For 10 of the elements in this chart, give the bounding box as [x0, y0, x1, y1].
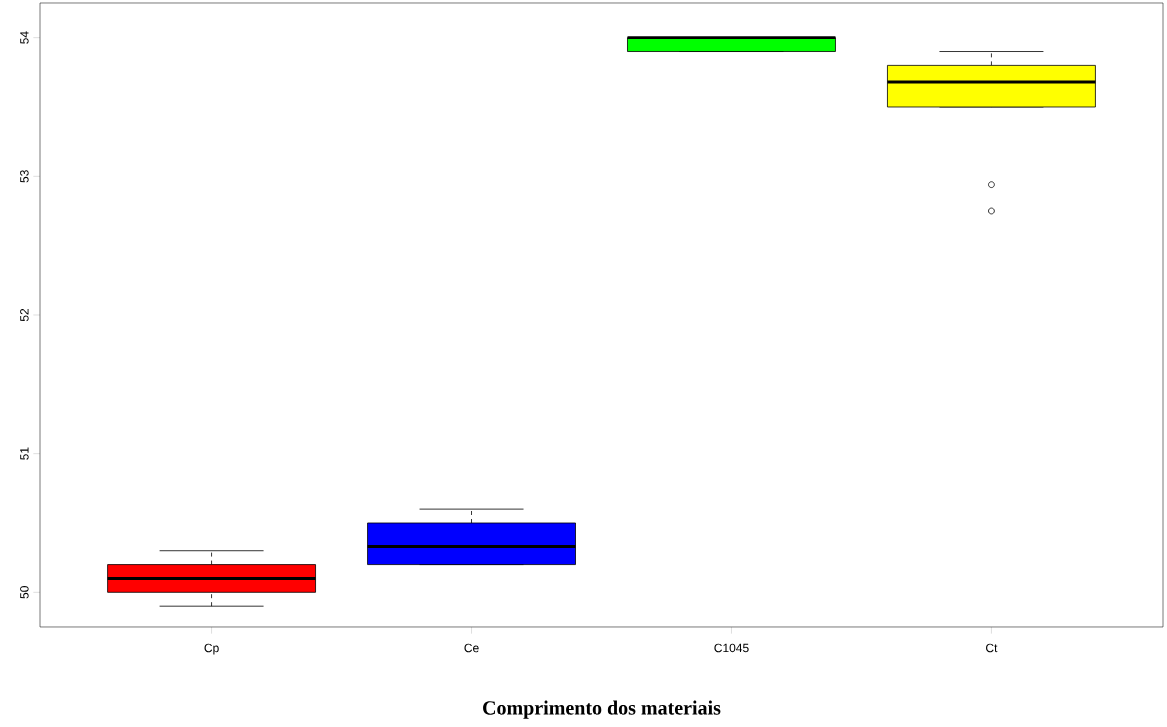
x-tick-label: Cp [204, 643, 219, 655]
y-tick-label: 51 [20, 447, 29, 460]
y-tick-label: 52 [20, 308, 29, 322]
x-tick-label: C1045 [714, 643, 749, 653]
x-tick-label: Ce [464, 643, 479, 653]
y-tick-label: 53 [20, 170, 29, 183]
x-axis-title: Comprimento dos materiais [483, 700, 721, 719]
y-tick-label: 54 [20, 31, 29, 44]
x-tick-label: Ct [986, 643, 998, 653]
y-tick-label: 50 [20, 586, 29, 599]
